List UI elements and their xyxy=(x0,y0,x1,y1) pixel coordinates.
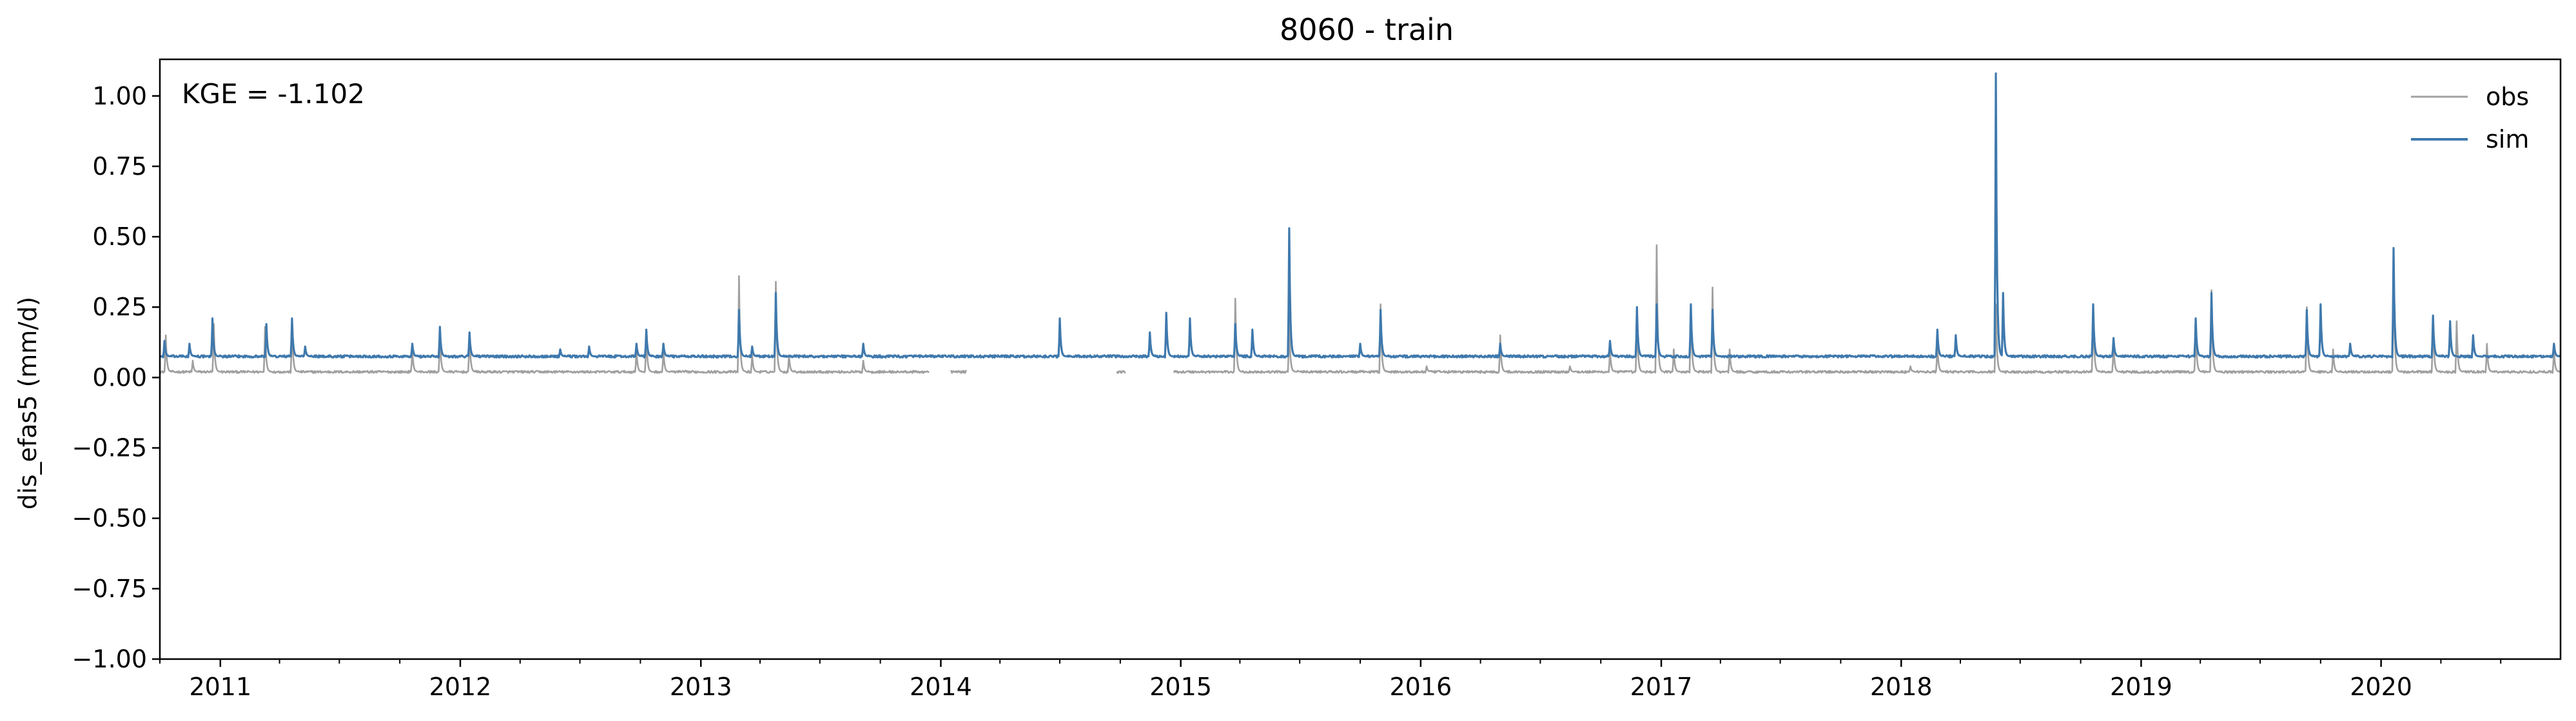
y-tick-label: 0.25 xyxy=(92,293,147,321)
x-tick-label: 2014 xyxy=(910,673,972,701)
x-tick-label: 2011 xyxy=(189,673,251,701)
x-tick-label: 2020 xyxy=(2350,673,2412,701)
x-tick-label: 2016 xyxy=(1389,673,1452,701)
y-tick-label: −0.50 xyxy=(72,504,147,533)
y-axis-label: dis_efas5 (mm/d) xyxy=(14,297,42,509)
y-tick-label: 1.00 xyxy=(92,82,147,110)
legend-label-sim: sim xyxy=(2486,125,2529,153)
x-tick-label: 2018 xyxy=(1870,673,1933,701)
x-tick-label: 2015 xyxy=(1149,673,1212,701)
x-tick-label: 2013 xyxy=(670,673,732,701)
y-tick-label: −0.25 xyxy=(72,434,147,462)
legend-label-obs: obs xyxy=(2486,83,2529,111)
x-tick-label: 2017 xyxy=(1630,673,1693,701)
series-line-sim xyxy=(160,72,2561,359)
chart-title: 8060 - train xyxy=(1280,12,1454,47)
y-tick-label: −1.00 xyxy=(72,645,147,673)
y-tick-label: 0.00 xyxy=(92,363,147,391)
y-tick-label: 0.50 xyxy=(92,222,147,251)
plot-frame xyxy=(159,58,2562,660)
series-line-obs xyxy=(160,244,2561,374)
x-tick-label: 2012 xyxy=(429,673,492,701)
kge-annotation: KGE = -1.102 xyxy=(182,78,365,110)
axis-ticks: 1.00 0.75 0.50 0.25 0.00 −0.25 −0.50 −0.75 −1.00… xyxy=(72,82,2502,701)
y-tick-label: −0.75 xyxy=(72,575,147,603)
x-tick-label: 2019 xyxy=(2110,673,2172,701)
series-layer xyxy=(160,72,2561,374)
y-tick-label: 0.75 xyxy=(92,152,147,181)
legend: obs sim xyxy=(2411,83,2529,153)
